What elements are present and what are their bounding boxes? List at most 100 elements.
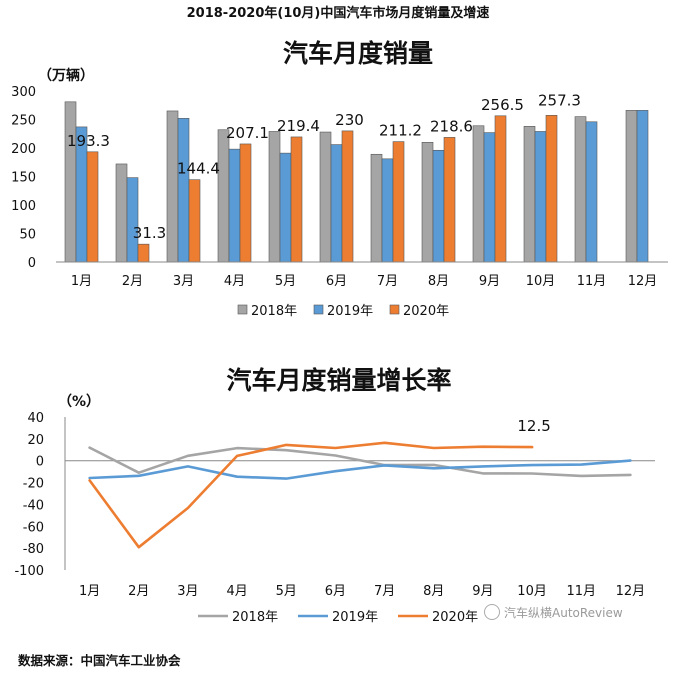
- bar-x-tick-label: 2月: [122, 274, 143, 289]
- line-y-tick-label: -60: [23, 520, 44, 535]
- line-chart: 汽车月度销量增长率 （%） 40 20 0 -20 -40 -60 -80 -100 1月 2月…: [14, 366, 655, 625]
- bar-2019-5: [279, 152, 292, 263]
- bar-2018-1: [64, 101, 77, 263]
- bar-legend-swatch: [237, 304, 248, 315]
- line-x-tick-label: 6月: [325, 584, 346, 599]
- line-x-tick-label: 1月: [79, 584, 100, 599]
- bar-chart-title: 汽车月度销量: [283, 39, 433, 68]
- bar-legend-swatch: [313, 304, 324, 315]
- line-y-tick-label: 0: [36, 455, 44, 470]
- line-legend-label: 2020年: [432, 610, 478, 625]
- line-y-tick-label: 20: [27, 433, 44, 448]
- bar-y-tick-label: 100: [11, 199, 36, 214]
- bar-2019-6: [330, 144, 343, 263]
- bar-x-tick-label: 6月: [326, 274, 347, 289]
- data-source: 数据来源：中国汽车工业协会: [18, 653, 181, 668]
- bar-2018-7: [370, 153, 383, 263]
- bar-2018-6: [319, 131, 332, 263]
- bar-y-tick-label: 300: [11, 85, 36, 100]
- line-y-axis: 40 20 0 -20 -40 -60 -80 -100: [14, 411, 44, 579]
- line-x-tick-label: 8月: [423, 584, 444, 599]
- line-data-label: 12.5: [517, 417, 550, 435]
- watermark: 汽车纵横AutoReview: [484, 604, 623, 621]
- bar-data-labels: 193.3 31.3 144.4 207.1 219.4 230 211.2 218.6 256…: [67, 91, 581, 242]
- line-legend: 2018年 2019年 2020年: [198, 610, 478, 625]
- bar-2019-3: [177, 118, 190, 263]
- line-y-tick-label: -20: [23, 477, 44, 492]
- bar-2019-8: [432, 149, 445, 263]
- bar-legend-swatch: [389, 304, 400, 315]
- line-chart-title: 汽车月度销量增长率: [226, 366, 451, 395]
- bar-chart: 汽车月度销量 （万辆） 0 50 100 150 200 250 300 1月 2月 3月 4月 5…: [11, 39, 668, 319]
- bar-2020-1: [86, 151, 99, 263]
- line-y-tick-label: -80: [23, 542, 44, 557]
- bar-x-tick-label: 1月: [71, 274, 92, 289]
- line-series-group: [88, 441, 632, 549]
- bar-2020-2: [137, 243, 150, 263]
- bar-x-tick-label: 9月: [479, 274, 500, 289]
- bar-2019-11: [585, 121, 598, 263]
- bar-data-label: 230: [335, 111, 364, 129]
- line-y-tick-label: -40: [23, 498, 44, 513]
- bar-data-label: 218.6: [430, 117, 473, 135]
- bar-y-tick-label: 0: [28, 256, 36, 271]
- line-x-tick-label: 12月: [616, 584, 646, 599]
- line-data-labels: 12.5: [517, 417, 550, 435]
- line-x-tick-label: 5月: [276, 584, 297, 599]
- line-series-2020: [88, 441, 534, 549]
- bar-2020-7: [392, 141, 405, 263]
- line-chart-unit-label: （%）: [58, 394, 100, 410]
- bar-data-label: 257.3: [538, 91, 581, 109]
- bar-data-label: 211.2: [379, 122, 422, 140]
- bar-2018-3: [166, 110, 179, 263]
- line-legend-label: 2019年: [332, 610, 378, 625]
- bar-2018-9: [472, 125, 485, 263]
- bar-y-tick-label: 250: [11, 114, 36, 129]
- line-y-tick-label: -100: [14, 564, 44, 579]
- bar-y-tick-label: 150: [11, 171, 36, 186]
- bar-data-label: 256.5: [481, 96, 524, 114]
- bar-2020-5: [290, 136, 303, 263]
- line-x-axis: 1月 2月 3月 4月 5月 6月 7月 8月 9月 10月 11月 12月: [79, 584, 645, 599]
- bar-x-tick-label: 10月: [526, 274, 556, 289]
- bar-2018-12: [625, 110, 638, 263]
- bar-2018-5: [268, 131, 281, 263]
- bar-x-tick-label: 8月: [428, 274, 449, 289]
- bar-legend-label: 2020年: [403, 304, 449, 319]
- bar-y-tick-label: 50: [19, 228, 36, 243]
- bar-chart-unit-label: （万辆）: [38, 67, 94, 84]
- line-series-2019: [88, 459, 632, 480]
- bar-2019-9: [483, 132, 496, 263]
- line-x-tick-label: 4月: [226, 584, 247, 599]
- bar-y-axis: 0 50 100 150 200 250 300: [11, 85, 36, 271]
- bar-x-tick-label: 11月: [577, 274, 607, 289]
- bar-legend-label: 2019年: [327, 304, 373, 319]
- bar-2020-6: [341, 130, 354, 263]
- bar-x-axis: 1月 2月 3月 4月 5月 6月 7月 8月 9月 10月 11月 12月: [71, 274, 657, 289]
- bar-data-label: 193.3: [67, 132, 110, 150]
- bar-x-tick-label: 12月: [628, 274, 658, 289]
- bar-2018-4: [217, 129, 230, 263]
- bar-2019-2: [126, 177, 139, 263]
- bar-series-group: [64, 101, 649, 263]
- bar-2018-11: [574, 116, 587, 263]
- bar-data-label: 31.3: [133, 224, 166, 242]
- bar-2019-12: [636, 110, 649, 263]
- bar-2019-10: [534, 131, 547, 263]
- line-x-tick-label: 3月: [177, 584, 198, 599]
- bar-y-tick-label: 200: [11, 142, 36, 157]
- bar-legend: 2018年 2019年 2020年: [237, 304, 449, 319]
- bar-x-tick-label: 5月: [275, 274, 296, 289]
- line-x-tick-label: 2月: [128, 584, 149, 599]
- bar-2018-10: [523, 126, 536, 263]
- bar-legend-label: 2018年: [251, 304, 297, 319]
- line-x-tick-label: 9月: [472, 584, 493, 599]
- line-x-tick-label: 11月: [566, 584, 596, 599]
- bar-2019-4: [228, 148, 241, 263]
- bar-2020-9: [494, 115, 507, 263]
- line-x-tick-label: 7月: [374, 584, 395, 599]
- watermark-text: 汽车纵横AutoReview: [504, 606, 623, 620]
- line-series-2018: [88, 446, 632, 478]
- line-x-tick-label: 10月: [517, 584, 547, 599]
